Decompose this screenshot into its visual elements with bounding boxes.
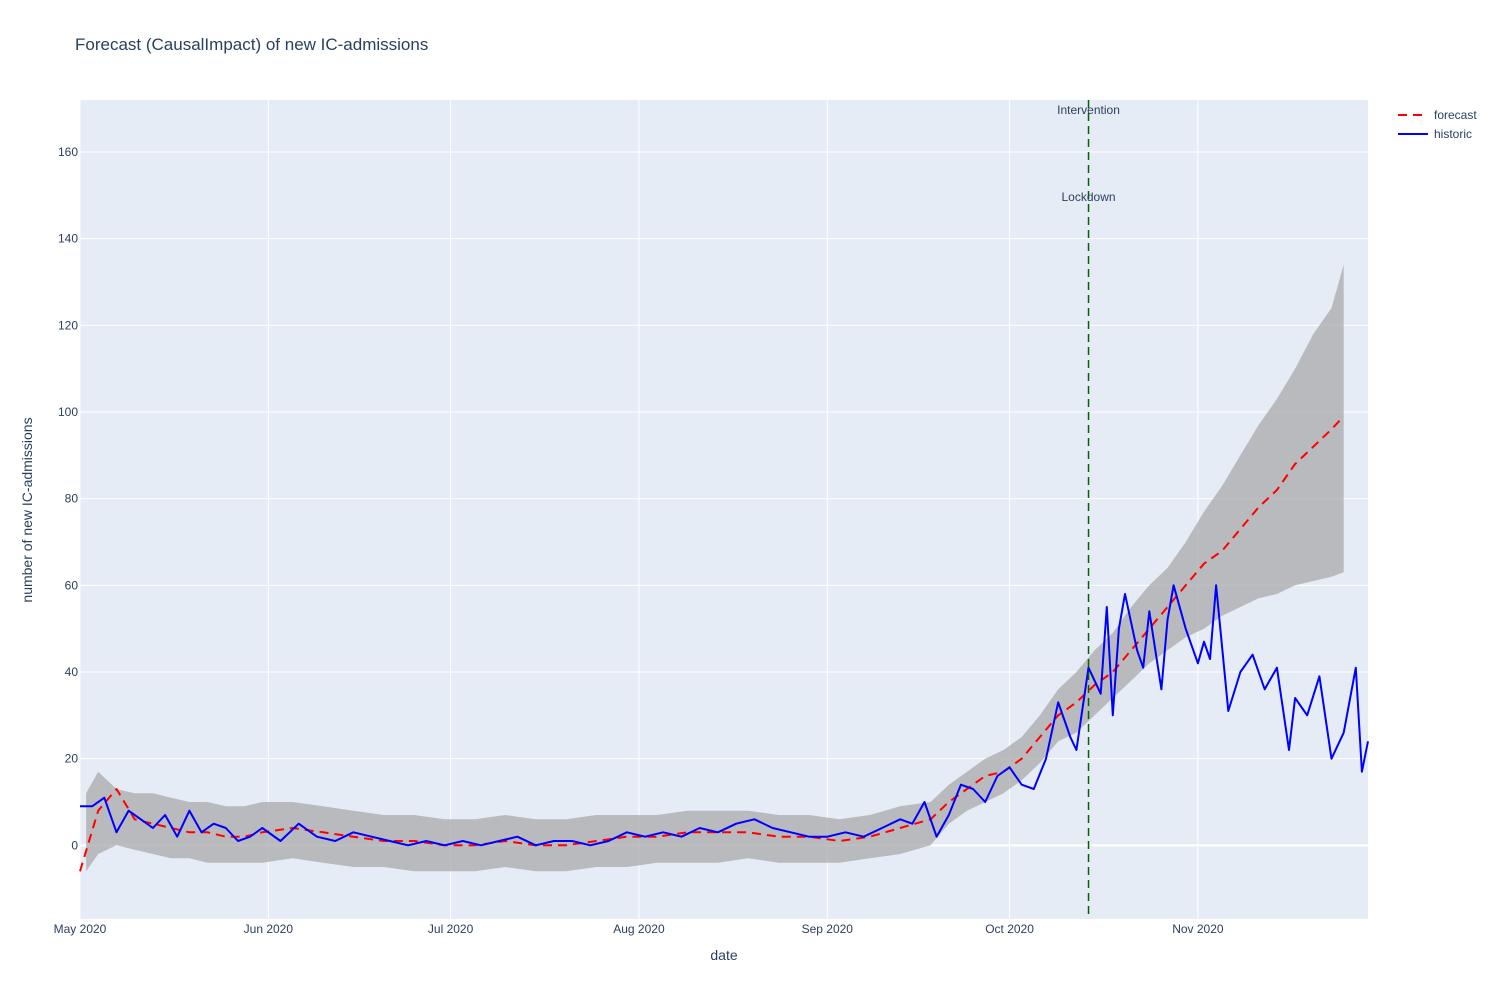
y-tick-label: 100 [58,405,78,419]
x-axis-ticks: May 2020 Jun 2020 Jul 2020 Aug 2020 Sep 2020… [54,922,1224,936]
series-layer [79,415,1369,872]
legend[interactable]: forecast historic [1398,108,1477,141]
x-tick-label: Sep 2020 [802,922,854,936]
y-tick-label: 60 [65,578,79,592]
y-tick-label: 40 [65,665,79,679]
x-tick-label: May 2020 [54,922,107,936]
x-axis-title: date [710,947,737,963]
legend-item-forecast: forecast [1434,108,1477,122]
y-tick-label: 120 [58,318,78,332]
annotation-layer: Intervention Lockdown [1057,100,1120,919]
annotation-intervention: Intervention [1057,103,1120,117]
y-tick-label: 80 [65,492,79,506]
x-tick-label: Aug 2020 [613,922,665,936]
y-axis-title: number of new IC-admissions [19,417,35,602]
x-tick-label: Jun 2020 [244,922,294,936]
y-tick-label: 20 [65,752,79,766]
confidence-band [86,264,1344,872]
y-axis-ticks: 0 20 40 60 80 100 120 140 160 [58,145,78,852]
x-tick-label: Nov 2020 [1172,922,1224,936]
y-tick-label: 0 [71,838,78,852]
legend-item-historic: historic [1434,127,1472,141]
x-tick-label: Jul 2020 [428,922,474,936]
y-tick-label: 140 [58,232,78,246]
forecast-line [79,415,1345,872]
x-tick-label: Oct 2020 [985,922,1034,936]
grid-lines [79,100,1368,919]
historic-line [80,584,1369,847]
plot-background [80,100,1368,919]
chart-title: Forecast (CausalImpact) of new IC-admiss… [75,35,428,54]
y-tick-label: 160 [58,145,78,159]
confidence-band-layer [86,264,1344,872]
annotation-lockdown: Lockdown [1062,190,1116,204]
